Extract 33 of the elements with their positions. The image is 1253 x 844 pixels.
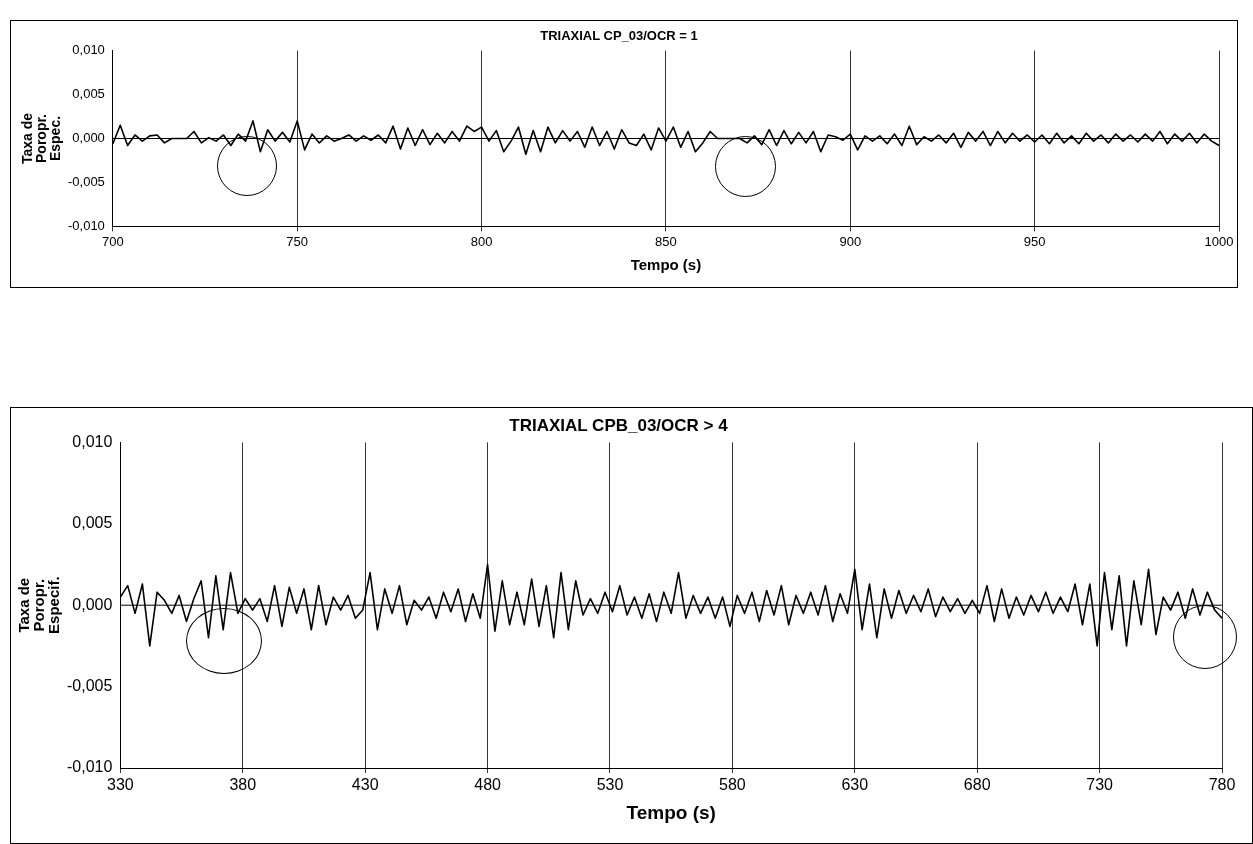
y-tick-label: 0,010 xyxy=(72,432,113,450)
x-tick-label: 580 xyxy=(719,776,746,794)
chart-title: TRIAXIAL CP_03/OCR = 1 xyxy=(540,28,698,44)
x-tick-label: 800 xyxy=(470,233,493,249)
y-tick-label: 0,005 xyxy=(72,514,113,532)
x-tick-label: 430 xyxy=(351,776,379,794)
x-tick-label: 530 xyxy=(596,776,624,794)
x-tick-label: 630 xyxy=(841,776,869,794)
x-tick-label: 700 xyxy=(102,233,124,249)
x-axis-title: Tempo (s) xyxy=(626,801,716,823)
y-tick-label: 0,000 xyxy=(72,130,105,146)
y-tick-label: -0,010 xyxy=(67,217,105,233)
y-tick-label: -0,010 xyxy=(66,758,113,776)
y-tick-label: 0,010 xyxy=(72,42,105,58)
x-tick-label: 750 xyxy=(286,233,309,249)
x-tick-label: 900 xyxy=(839,233,862,249)
x-tick-label: 680 xyxy=(963,776,991,794)
x-tick-label: 780 xyxy=(1208,776,1236,794)
y-axis-title: Taxa de Poropr. Especif. xyxy=(14,576,62,634)
y-tick-label: 0,005 xyxy=(72,86,105,102)
x-tick-label: 380 xyxy=(229,776,257,794)
x-tick-label: 1000 xyxy=(1204,233,1234,249)
y-tick-label: -0,005 xyxy=(66,677,113,695)
x-tick-label: 480 xyxy=(474,776,502,794)
y-axis-title: Taxa de Poropr. Espec. xyxy=(18,112,63,165)
x-tick-label: 730 xyxy=(1086,776,1114,794)
x-tick-label: 330 xyxy=(107,776,134,794)
y-tick-label: 0,000 xyxy=(72,595,113,613)
y-tick-label: -0,005 xyxy=(67,174,105,190)
x-tick-label: 950 xyxy=(1023,233,1046,249)
chart-title: TRIAXIAL CPB_03/OCR > 4 xyxy=(509,415,729,435)
x-axis-title: Tempo (s) xyxy=(630,256,702,274)
x-tick-label: 850 xyxy=(655,233,677,249)
